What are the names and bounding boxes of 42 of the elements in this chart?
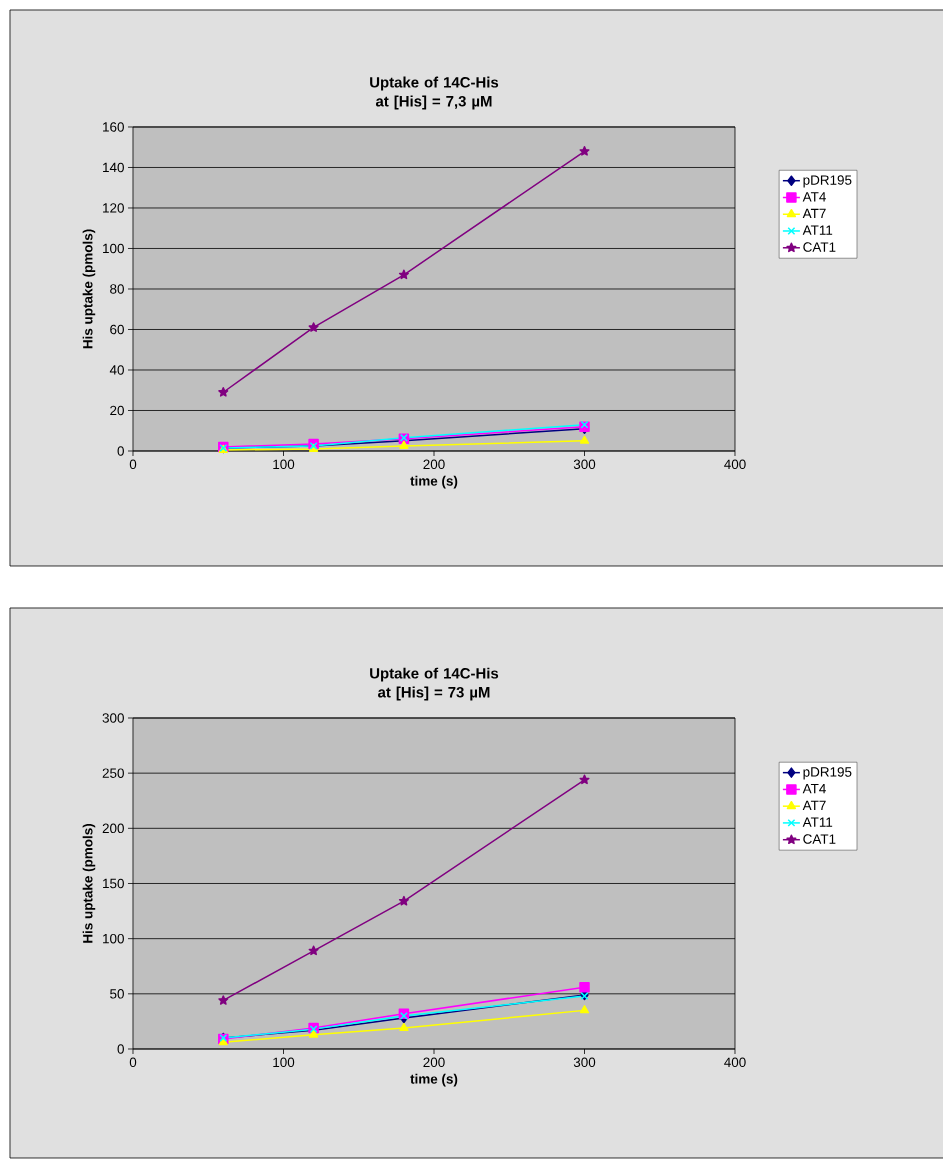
y-tick-label: 160 [103, 122, 124, 132]
legend-label: AT7 [802, 208, 826, 219]
y-tick-label: 60 [110, 324, 124, 335]
y-tick-label: 100 [103, 933, 124, 944]
y-axis-title: His uptake (pmols) [82, 229, 96, 349]
chart-title: Uptake of 14C-His at [His] = 7,3 µM [370, 76, 499, 110]
legend-label: AT4 [802, 784, 826, 794]
chart-title: Uptake of 14C-His at [His] = 73 µM [370, 667, 499, 701]
y-tick-label: 140 [103, 162, 124, 173]
x-tick-label: 400 [724, 1057, 746, 1068]
legend-label: AT11 [802, 817, 833, 827]
y-axis-title: His uptake (pmols) [82, 824, 96, 943]
x-tick-label: 100 [273, 1057, 295, 1068]
y-tick-label: 50 [110, 989, 124, 999]
x-tick-label: 100 [273, 459, 295, 470]
y-tick-label: 0 [117, 446, 124, 456]
y-tick-label: 100 [103, 243, 124, 254]
x-tick-label: 0 [129, 459, 137, 470]
x-tick-label: 300 [573, 459, 596, 470]
y-tick-label: 120 [103, 203, 124, 213]
legend-label: AT7 [802, 800, 826, 811]
x-tick-label: 300 [573, 1057, 596, 1068]
y-tick-label: 150 [103, 878, 124, 889]
legend-label: pDR195 [803, 767, 852, 780]
x-tick-label: 200 [423, 1057, 445, 1068]
legend-label: CAT1 [803, 834, 836, 844]
legend-label: pDR195 [803, 175, 852, 188]
x-axis-title: time (s) [410, 1073, 458, 1087]
y-tick-label: 20 [110, 405, 124, 416]
x-tick-label: 400 [724, 459, 746, 470]
x-tick-label: 0 [129, 1057, 137, 1068]
legend-label: AT4 [802, 192, 826, 202]
x-axis-title: time (s) [410, 475, 458, 489]
y-tick-label: 250 [102, 768, 124, 778]
legend-label: CAT1 [803, 242, 836, 252]
y-tick-label: 0 [117, 1044, 124, 1054]
x-tick-label: 200 [423, 459, 445, 470]
legend-label: AT11 [802, 225, 833, 235]
y-tick-label: 200 [102, 823, 124, 834]
y-tick-label: 40 [109, 365, 124, 375]
y-tick-label: 80 [110, 284, 124, 294]
y-tick-label: 300 [102, 713, 124, 723]
